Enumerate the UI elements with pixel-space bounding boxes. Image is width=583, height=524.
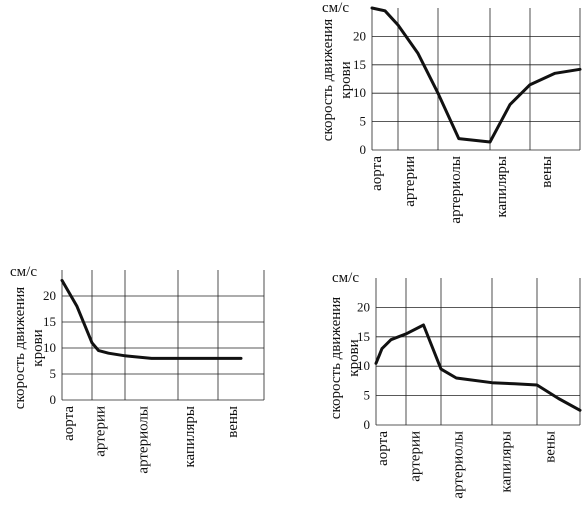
y-tick-label: 20 [353, 28, 366, 43]
y-tick-label: 0 [360, 142, 367, 157]
chart-top-right: см/с скорость движения крови 0 5 10 15 20 аорта а… [320, 0, 582, 224]
category-label: артерии [402, 156, 418, 207]
y-axis-title-line: скорость движения [12, 287, 28, 409]
y-tick-label: 5 [364, 388, 371, 403]
category-label: капиляры [494, 156, 510, 218]
series-line [370, 6, 582, 144]
y-axis-title-line: скорость движения [328, 297, 344, 419]
y-tick-label: 0 [364, 417, 371, 432]
y-axis-title-line: скорость движения [320, 19, 336, 141]
category-label: вены [225, 406, 241, 438]
category-label: капиляры [499, 431, 515, 493]
category-label: аорта [369, 156, 385, 191]
category-label: артерии [408, 431, 424, 482]
category-label: артериолы [136, 406, 152, 474]
category-label: аорта [375, 431, 391, 466]
y-axis-title-line: крови [30, 329, 46, 366]
category-label: капиляры [182, 406, 198, 468]
unit-label: см/с [332, 270, 359, 286]
series-line [60, 278, 243, 360]
y-tick-label: 20 [357, 299, 370, 314]
y-tick-label: 15 [357, 329, 370, 344]
y-tick-label: 15 [353, 57, 366, 72]
y-tick-label: 10 [43, 340, 56, 355]
category-label: аорта [61, 406, 77, 441]
y-tick-label: 10 [353, 85, 366, 100]
y-axis-title-line: крови [338, 61, 354, 98]
y-tick-label: 5 [50, 366, 57, 381]
y-tick-label: 0 [50, 392, 57, 407]
category-label: вены [543, 431, 559, 463]
category-label: артериолы [451, 431, 467, 499]
y-tick-label: 5 [360, 114, 367, 129]
series-line [374, 323, 582, 412]
y-axis-title-line: крови [346, 339, 362, 376]
y-tick-label: 10 [357, 358, 370, 373]
unit-label: см/с [322, 0, 349, 16]
category-label: вены [539, 156, 555, 188]
y-tick-label: 15 [43, 314, 56, 329]
unit-label: см/с [10, 264, 37, 280]
y-tick-label: 20 [43, 288, 56, 303]
category-label: артерии [93, 406, 109, 457]
chart-bottom-right: см/с скорость движения крови 0 5 10 15 20 аорта а… [328, 270, 582, 499]
category-label: артериолы [448, 156, 464, 224]
